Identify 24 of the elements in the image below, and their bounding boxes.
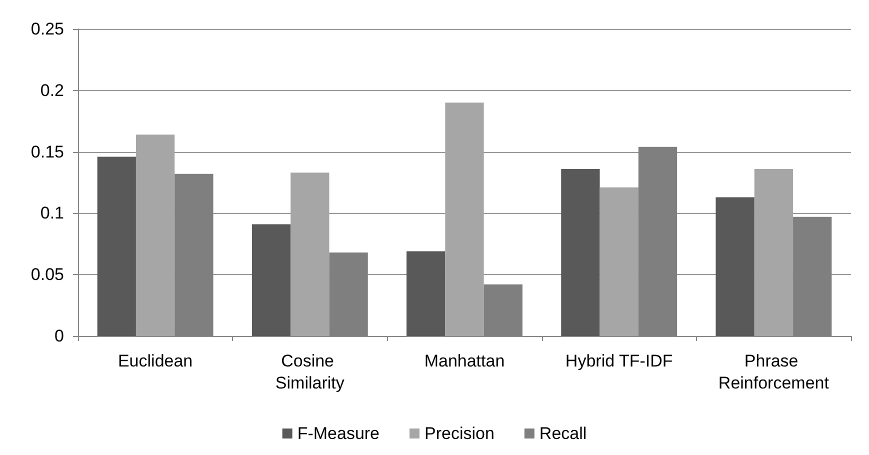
- bar: [136, 134, 175, 336]
- legend-label: F-Measure: [297, 424, 380, 443]
- x-tick-label: Manhattan: [424, 352, 505, 370]
- bar: [754, 168, 794, 336]
- y-tick-label: 0.25: [30, 20, 64, 38]
- bar: [445, 102, 484, 336]
- x-tick-label: Euclidean: [118, 352, 193, 370]
- y-tick-label: 0: [54, 326, 64, 346]
- x-tick-label: Hybrid TF-IDF: [565, 352, 673, 370]
- x-tick-label: Phrase Reinforcement: [718, 352, 830, 392]
- bar: [561, 168, 600, 336]
- bar: [252, 224, 291, 336]
- y-tick-label: 0.15: [30, 142, 64, 162]
- y-tick-label: 0.1: [40, 204, 64, 223]
- bar: [600, 187, 638, 336]
- legend-label: Recall: [539, 424, 587, 443]
- bar: [406, 251, 446, 336]
- y-tick-label: 0.2: [40, 80, 64, 100]
- bar: [97, 156, 136, 336]
- legend-label: Precision: [424, 424, 494, 443]
- y-tick-label: 0.05: [30, 265, 64, 284]
- bar: [716, 197, 754, 336]
- x-tick-label: Cosine Similarity: [275, 352, 345, 392]
- bar: [290, 172, 330, 336]
